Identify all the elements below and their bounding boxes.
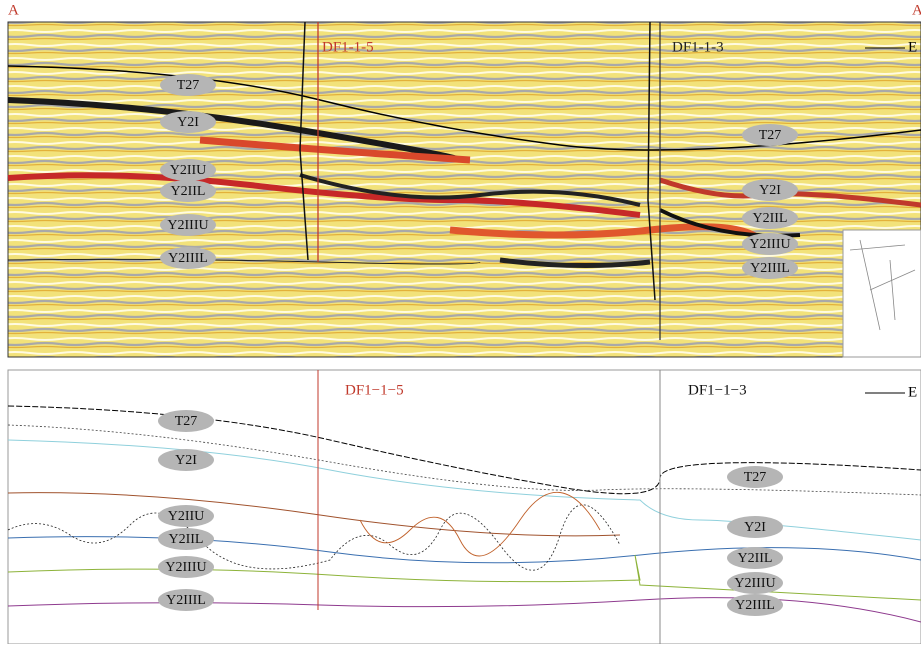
horizon-label: T27 (175, 414, 198, 429)
horizon-label: Y2IIIU (165, 560, 206, 575)
horizon-label: Y2IIIL (735, 598, 775, 613)
horizon-badge (727, 547, 783, 569)
horizon-label: Y2I (175, 453, 197, 468)
horizon-badge (160, 159, 216, 181)
horizon-label: Y2IIIU (734, 576, 775, 591)
horizon-badge (160, 111, 216, 133)
horizon-badge (158, 556, 214, 578)
corner-label: A (8, 2, 19, 18)
horizon-badge (160, 247, 216, 269)
horizon-label: Y2IIIU (167, 218, 208, 233)
corner-label: A (912, 2, 921, 18)
horizon-label: Y2IIIL (166, 593, 206, 608)
horizon-badge (727, 466, 783, 488)
well-label: DF1-1-3 (672, 39, 724, 55)
horizon-badge (160, 74, 216, 96)
interpretation-panel (7, 369, 921, 645)
horizon-label: T27 (744, 470, 767, 485)
horizon-badge (742, 179, 798, 201)
horizon-badge (158, 449, 214, 471)
horizon-label: Y2IIU (170, 163, 207, 178)
horizon-badge (160, 214, 216, 236)
well-label: DF1−1−3 (688, 382, 747, 398)
horizon-label: Y2I (177, 115, 199, 130)
horizon-label: Y2IIIL (750, 261, 790, 276)
horizon-label: T27 (759, 128, 782, 143)
horizon-badge (158, 528, 214, 550)
horizon-label: T27 (177, 78, 200, 93)
horizon-label: Y2I (744, 520, 766, 535)
horizon-badge (742, 124, 798, 146)
direction-label: E (908, 39, 917, 55)
horizon-badge (158, 589, 214, 611)
horizon-badge (158, 505, 214, 527)
horizon-label: Y2IIL (169, 532, 204, 547)
horizon-label: Y2IIL (738, 551, 773, 566)
horizon-badge (727, 516, 783, 538)
well-label: DF1-1-5 (322, 39, 374, 55)
horizon-label: Y2IIIL (168, 251, 208, 266)
horizon-badge (727, 572, 783, 594)
horizon-badge (742, 233, 798, 255)
horizon-label: Y2IIU (168, 509, 205, 524)
horizon-badge (742, 257, 798, 279)
horizon-badge (160, 180, 216, 202)
horizon-label: Y2IIIU (749, 237, 790, 252)
horizon-label: Y2I (759, 183, 781, 198)
horizon-label: Y2IIL (753, 211, 788, 226)
horizon-badge (727, 594, 783, 616)
horizon-label: Y2IIL (171, 184, 206, 199)
direction-label: E (908, 384, 917, 400)
well-label: DF1−1−5 (345, 382, 404, 398)
horizon-badge (742, 207, 798, 229)
horizon-badge (158, 410, 214, 432)
